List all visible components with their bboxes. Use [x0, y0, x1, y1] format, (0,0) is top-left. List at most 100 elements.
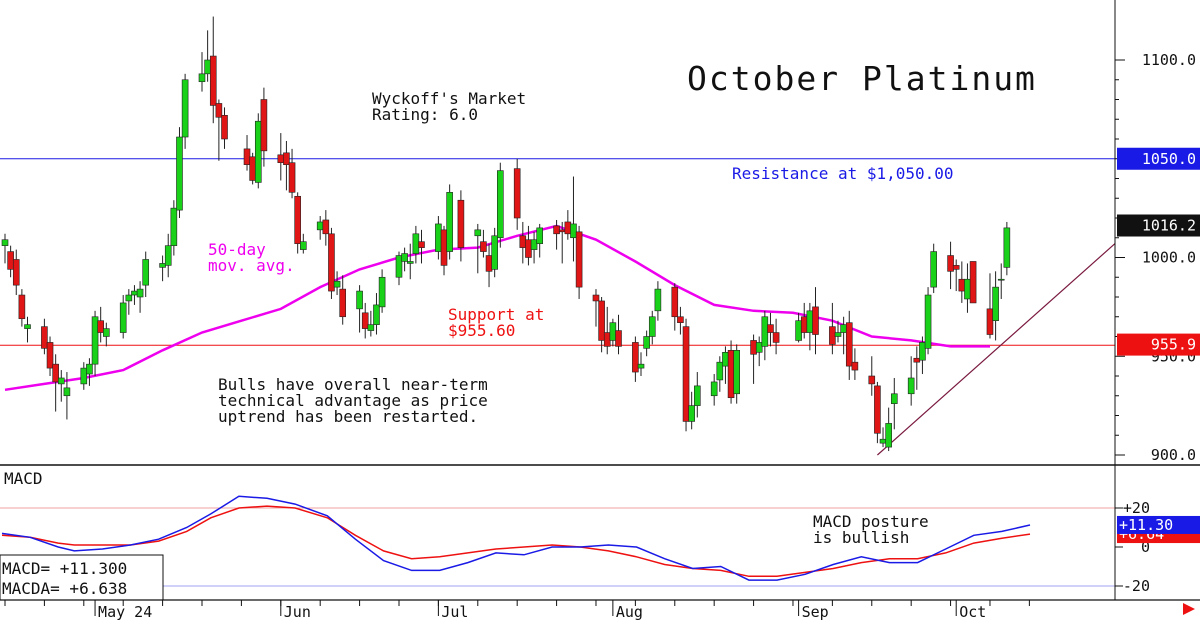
candle — [767, 312, 774, 347]
scroll-left-arrow-icon[interactable] — [1183, 603, 1195, 615]
candle-up — [930, 251, 937, 288]
candle-down — [868, 375, 876, 385]
candle — [395, 251, 403, 286]
candle-down — [294, 195, 301, 244]
candle — [333, 271, 341, 296]
candle-up — [637, 363, 645, 369]
candle-up — [378, 276, 386, 308]
candle — [406, 243, 414, 280]
candle-up — [806, 310, 814, 333]
candle-down — [750, 340, 757, 355]
candle-down — [772, 332, 780, 343]
candle — [209, 16, 217, 124]
candle — [575, 225, 583, 299]
candle — [654, 281, 662, 321]
uptrend-line — [877, 243, 1116, 456]
candle-down — [215, 103, 223, 118]
candle — [671, 283, 679, 331]
candle-up — [176, 136, 183, 211]
candle-up — [919, 342, 926, 361]
candle — [969, 261, 977, 304]
candle — [215, 99, 223, 161]
candle-up — [879, 438, 887, 444]
date-tick-label: Oct — [959, 603, 986, 621]
price-value-box — [1117, 214, 1200, 237]
candle — [367, 310, 375, 337]
candle-down — [632, 342, 639, 373]
candle — [401, 247, 408, 272]
candle — [497, 162, 504, 248]
candle-up — [164, 245, 172, 266]
candle — [328, 227, 335, 299]
candle — [12, 249, 20, 296]
candle-down — [851, 361, 859, 371]
candle — [570, 176, 577, 262]
candle — [834, 320, 842, 343]
candle — [677, 306, 684, 335]
price-panel — [0, 16, 1116, 456]
candle — [91, 310, 99, 376]
candle-down — [519, 235, 527, 248]
candle-up — [497, 170, 504, 239]
candle-up — [24, 324, 31, 329]
candle-up — [142, 259, 150, 286]
chart-title: October Platinum — [687, 59, 1037, 98]
candle-up — [63, 387, 71, 397]
candle-up — [198, 73, 206, 83]
candle — [142, 251, 150, 297]
candle-down — [615, 330, 622, 347]
candle-up — [119, 302, 127, 333]
candle — [710, 374, 718, 406]
candle-down — [812, 306, 819, 335]
candle — [322, 210, 330, 246]
price-value-label: 955.9 — [1151, 336, 1196, 354]
candle-down — [339, 288, 347, 318]
candle-down — [221, 115, 228, 140]
price-tick-label: 900.0 — [1151, 446, 1196, 464]
candle-down — [243, 148, 251, 165]
candle — [356, 285, 363, 333]
candle-up — [710, 381, 718, 397]
candle — [125, 289, 133, 315]
candle — [682, 318, 690, 432]
candle — [491, 227, 498, 278]
candle-up — [609, 322, 617, 341]
candle-up — [997, 278, 1005, 281]
macd-annotation: MACD posture is bullish — [813, 512, 929, 547]
candle-up — [643, 336, 650, 349]
candle — [530, 231, 538, 264]
candle — [254, 113, 262, 189]
candle — [283, 140, 290, 191]
candle — [249, 152, 256, 185]
candle — [63, 372, 71, 420]
candle-down — [249, 156, 256, 181]
candle-up — [885, 423, 892, 448]
candle-down — [322, 219, 330, 235]
macd-tick-label: +20 — [1123, 499, 1150, 517]
candle-up — [300, 241, 307, 250]
candle-down — [986, 308, 994, 335]
candle — [97, 306, 104, 343]
candle — [103, 322, 110, 347]
candle-up — [1003, 227, 1011, 268]
candle-down — [829, 326, 836, 345]
candle-up — [181, 79, 189, 138]
candle — [41, 318, 48, 355]
macd-value-readout: MACD= +11.300 — [2, 559, 127, 578]
candle — [693, 372, 701, 418]
candle-up — [722, 351, 729, 367]
candle — [919, 336, 926, 375]
macd-readout-box — [0, 554, 164, 601]
candle — [947, 241, 954, 290]
candle — [772, 318, 780, 355]
candle-down — [418, 241, 425, 248]
candle — [57, 370, 65, 402]
candle-up — [491, 235, 498, 270]
candle-down — [513, 168, 521, 219]
candle-down — [18, 294, 26, 320]
candle — [1003, 221, 1011, 276]
candle-down — [603, 332, 611, 347]
candle — [1, 233, 9, 264]
candle-down — [457, 199, 465, 248]
